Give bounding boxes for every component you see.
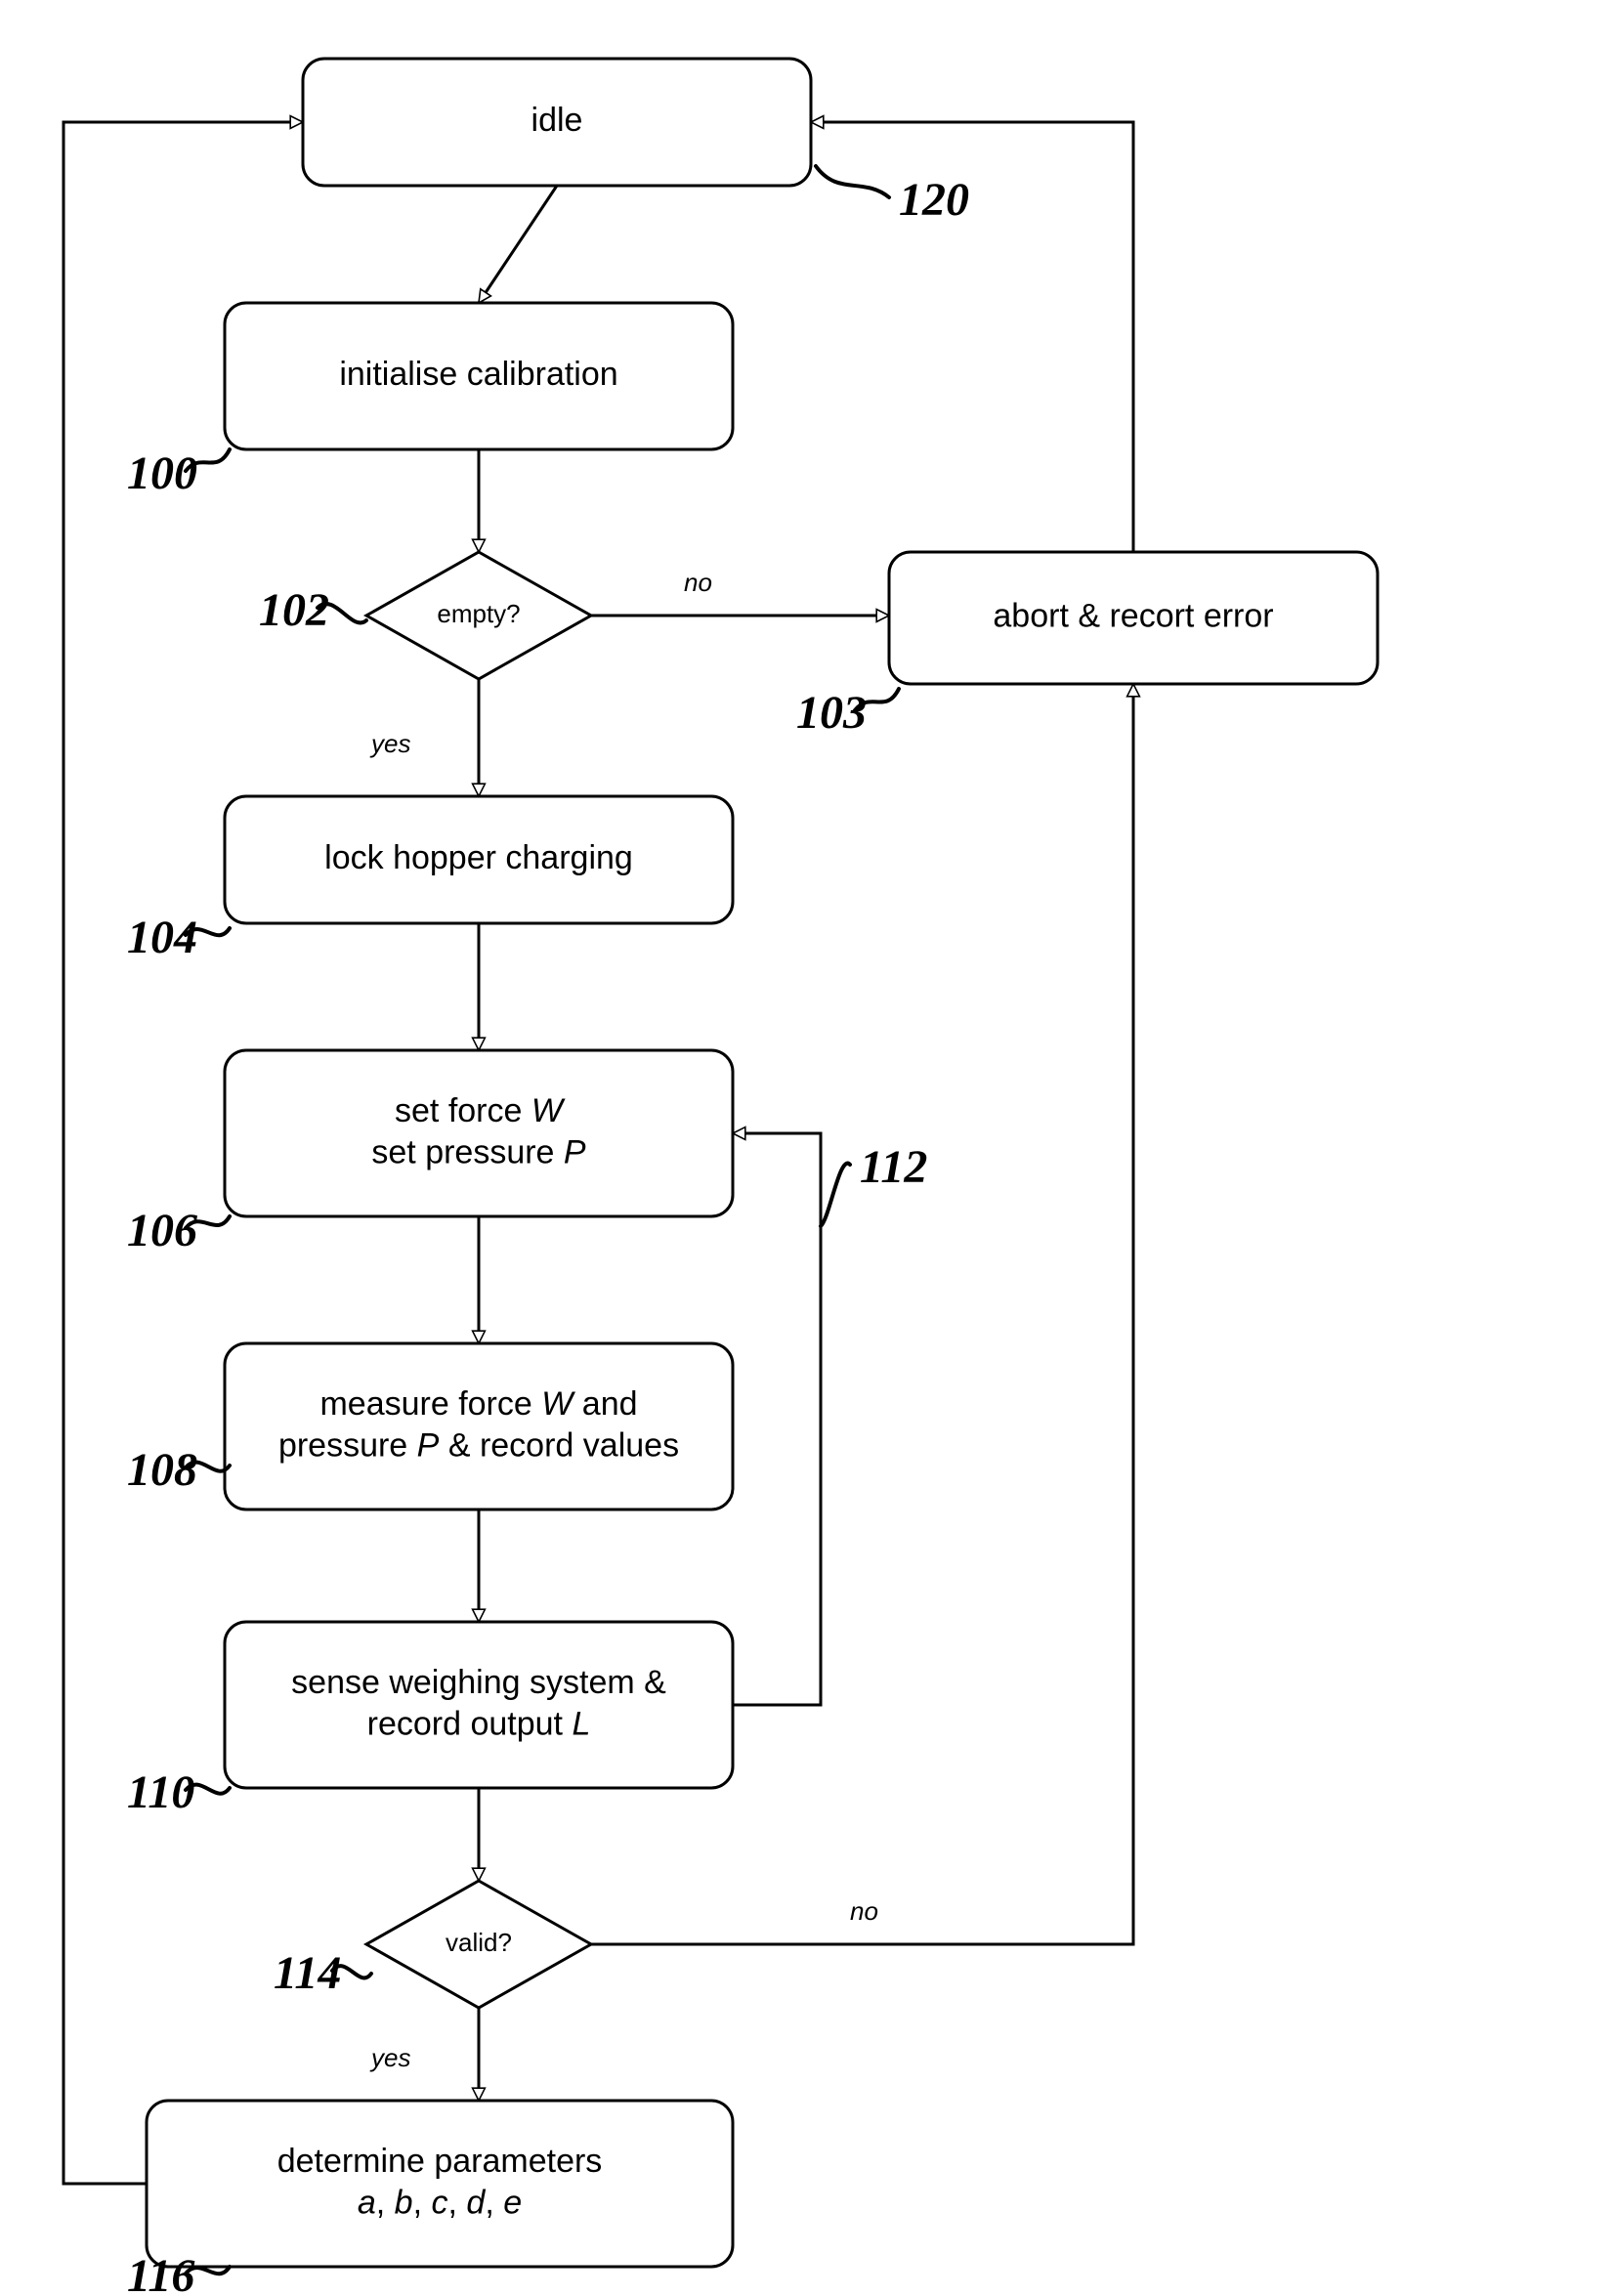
edge-label: no xyxy=(850,1896,878,1926)
node-text: abort & recort error xyxy=(993,597,1273,634)
ref-label: 112 xyxy=(860,1141,927,1193)
ref-label: 120 xyxy=(899,174,969,226)
ref-label: 114 xyxy=(274,1947,341,1999)
nodes-layer: idle initialise calibration empty? abort & … xyxy=(147,59,1378,2267)
node-abort: abort & recort error xyxy=(889,552,1378,684)
ref-label: 108 xyxy=(127,1444,197,1496)
ref-102: 102 xyxy=(259,584,366,636)
node-text: determine parameters xyxy=(277,2143,603,2180)
ref-label: 102 xyxy=(259,584,329,636)
ref-label: 100 xyxy=(127,447,197,499)
node-text: idle xyxy=(531,102,583,139)
edge-label: yes xyxy=(369,729,410,758)
node-text: set pressure P xyxy=(371,1133,586,1170)
node-det: determine parameters a, b, c, d, e xyxy=(147,2101,733,2267)
edge-sense-setWP xyxy=(733,1133,821,1705)
node-idle: idle xyxy=(303,59,811,186)
ref-label: 104 xyxy=(127,912,197,963)
node-text: valid? xyxy=(446,1928,512,1957)
ref-label: 110 xyxy=(127,1766,194,1818)
ref-114: 114 xyxy=(274,1947,371,1999)
ref-104: 104 xyxy=(127,912,230,963)
node-setWP: set force W set pressure P xyxy=(225,1050,733,1216)
node-empty: empty? xyxy=(366,552,591,679)
ref-112: 112 xyxy=(821,1141,927,1226)
ref-106: 106 xyxy=(127,1205,230,1256)
ref-120: 120 xyxy=(816,166,969,226)
node-text: set force W xyxy=(395,1092,566,1129)
edge-label: no xyxy=(684,568,712,597)
node-sense: sense weighing system & record output L xyxy=(225,1622,733,1788)
refs-layer: 120 100 102 103 104 106 108 110 112 114 116 xyxy=(127,166,969,2296)
ref-110: 110 xyxy=(127,1766,230,1818)
node-text: sense weighing system & xyxy=(291,1664,666,1701)
node-text: record output L xyxy=(367,1705,591,1742)
ref-label: 106 xyxy=(127,1205,197,1256)
node-init: initialise calibration xyxy=(225,303,733,449)
node-text: a, b, c, d, e xyxy=(358,2184,522,2221)
edge-idle-init xyxy=(479,186,557,303)
ref-103: 103 xyxy=(796,687,899,739)
node-text: empty? xyxy=(437,599,520,628)
node-text: initialise calibration xyxy=(339,356,617,393)
node-meas: measure force W andpressure P & record v… xyxy=(225,1343,733,1509)
node-text: pressure P & record values xyxy=(278,1426,679,1464)
node-text: measure force W and xyxy=(319,1385,637,1423)
ref-label: 103 xyxy=(796,687,867,739)
node-text: lock hopper charging xyxy=(324,839,633,876)
ref-100: 100 xyxy=(127,447,230,499)
ref-label: 116 xyxy=(127,2250,194,2296)
edge-label: yes xyxy=(369,2043,410,2072)
ref-108: 108 xyxy=(127,1444,230,1496)
node-lock: lock hopper charging xyxy=(225,796,733,923)
node-valid: valid? xyxy=(366,1881,591,2008)
